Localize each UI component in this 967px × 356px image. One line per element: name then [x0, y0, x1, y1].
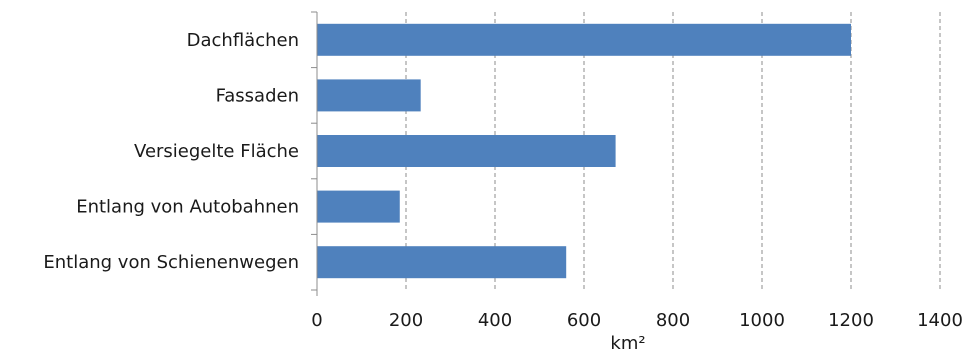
- x-tick-label-1400: 1400: [917, 310, 963, 331]
- bar-2: [317, 135, 616, 167]
- bar-1: [317, 79, 421, 112]
- x-tick-labels: 0 200 400 600 800 1000 1200 1400: [311, 310, 963, 331]
- x-tick-label-400: 400: [478, 310, 512, 331]
- bar-3: [317, 190, 400, 223]
- x-tick-label-600: 600: [567, 310, 601, 331]
- bar-4: [317, 246, 567, 279]
- x-tick-label-1000: 1000: [739, 310, 785, 331]
- x-tick-label-1200: 1200: [828, 310, 874, 331]
- category-label-4: Entlang von Schienenwegen: [43, 252, 299, 273]
- category-label-1: Fassaden: [216, 85, 299, 106]
- category-labels: Dachflächen Fassaden Versiegelte Fläche Ent…: [43, 30, 299, 273]
- x-axis-title: km²: [610, 333, 645, 354]
- x-tick-label-800: 800: [656, 310, 690, 331]
- bar-0: [317, 23, 851, 56]
- category-label-0: Dachflächen: [187, 30, 299, 51]
- axes: [311, 11, 318, 296]
- x-tick-label-200: 200: [389, 310, 423, 331]
- gridlines: [405, 12, 941, 290]
- x-tick-label-0: 0: [311, 310, 322, 331]
- bars: [317, 23, 851, 279]
- category-label-2: Versiegelte Fläche: [134, 141, 299, 162]
- category-label-3: Entlang von Autobahnen: [76, 197, 299, 218]
